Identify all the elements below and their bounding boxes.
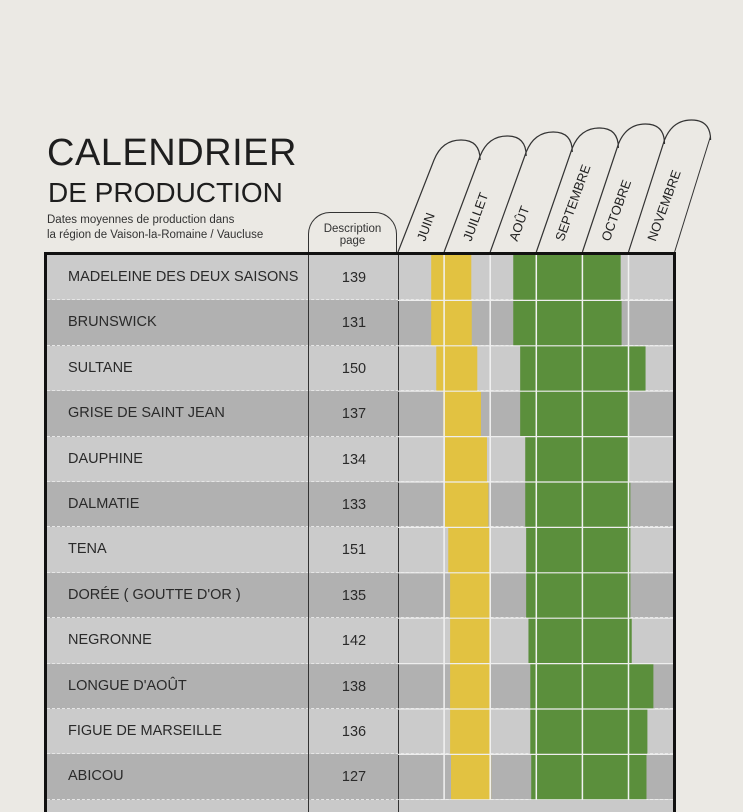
description-page-number: 137: [341, 406, 367, 423]
column-divider: [308, 255, 309, 812]
subtitle: Dates moyennes de production dans la rég…: [47, 213, 263, 243]
description-page-number: 131: [341, 315, 367, 332]
month-tab-edge: [674, 135, 712, 253]
variety-name: LONGUE D'AOÛT: [68, 677, 187, 694]
month-tab: [535, 127, 619, 253]
description-header-line-1: Description: [323, 223, 382, 235]
variety-name: FIGUE DE MARSEILLE: [68, 723, 222, 739]
table-row: ABICOU 127: [47, 754, 673, 801]
variety-name: TENA: [68, 541, 107, 558]
table-row: SULTANE 150: [47, 345, 673, 392]
month-tab: [397, 139, 481, 253]
variety-name: DAUPHINE: [68, 450, 143, 467]
subtitle-line-1: Dates moyennes de production dans: [47, 214, 235, 226]
table-row: GRISE DE SAINT JEAN 137: [47, 391, 673, 437]
month-label: SEPTEMBRE: [552, 162, 594, 243]
variety-name: MADELEINE DES DEUX SAISONS: [68, 269, 299, 285]
description-page-number: 150: [341, 360, 367, 377]
month-header-tabs: JUIN JUILLET AOÛT SEPTEMBRE OCTOBRE NOVEMBRE: [397, 119, 712, 253]
table-row: LONGUE D'AOÛT 138: [47, 663, 673, 710]
column-divider: [398, 255, 399, 812]
month-tab: [489, 131, 573, 253]
production-table: ABICOU 127 FIGUE DE MARSEILLE 136 LONGUE D'A…: [44, 252, 676, 812]
title-calendrier: CALENDRIER: [47, 132, 297, 174]
table-row: DORÉE ( GOUTTE D'OR ) 135: [47, 572, 673, 619]
description-page-number: 134: [341, 451, 367, 468]
month-label: NOVEMBRE: [644, 168, 684, 243]
variety-name: BRUNSWICK: [68, 314, 157, 331]
variety-name: ABICOU: [68, 768, 124, 785]
table-row: TENA 151: [47, 527, 673, 574]
table-row: DAUPHINE 134: [47, 436, 673, 483]
table-row: FIGUE DE MARSEILLE 136: [47, 709, 673, 755]
subtitle-line-2: la région de Vaison-la-Romaine / Vauclus…: [47, 229, 264, 241]
variety-name: DORÉE ( GOUTTE D'OR ): [68, 586, 241, 603]
description-page-header: Description page: [308, 212, 397, 256]
table-row: MADELEINE DES DEUX SAISONS 139: [47, 255, 673, 301]
variety-name: NEGRONNE: [68, 632, 152, 649]
description-page-number: 135: [341, 587, 367, 604]
description-page-number: 151: [341, 542, 367, 559]
description-header-line-2: page: [339, 235, 366, 247]
description-page-number: 136: [341, 724, 367, 740]
variety-name: DALMATIE: [68, 496, 140, 512]
month-tab: [581, 123, 666, 253]
description-page-number: 142: [341, 633, 367, 650]
description-page-number: 138: [341, 678, 367, 695]
description-page-number: 133: [341, 497, 367, 513]
table-row: BRUNSWICK 131: [47, 300, 673, 347]
description-page-number: 139: [341, 270, 367, 286]
variety-name: GRISE DE SAINT JEAN: [68, 405, 225, 422]
month-label: AOÛT: [506, 204, 532, 243]
month-tab: [443, 135, 527, 253]
description-page-number: 127: [341, 769, 367, 786]
table-row: NEGRONNE 142: [47, 618, 673, 664]
month-tab: [627, 119, 712, 253]
variety-name: SULTANE: [68, 359, 133, 376]
title-de-production: DE PRODUCTION: [48, 177, 283, 208]
table-row: DALMATIE 133: [47, 482, 673, 528]
month-label: JUIN: [414, 211, 438, 243]
